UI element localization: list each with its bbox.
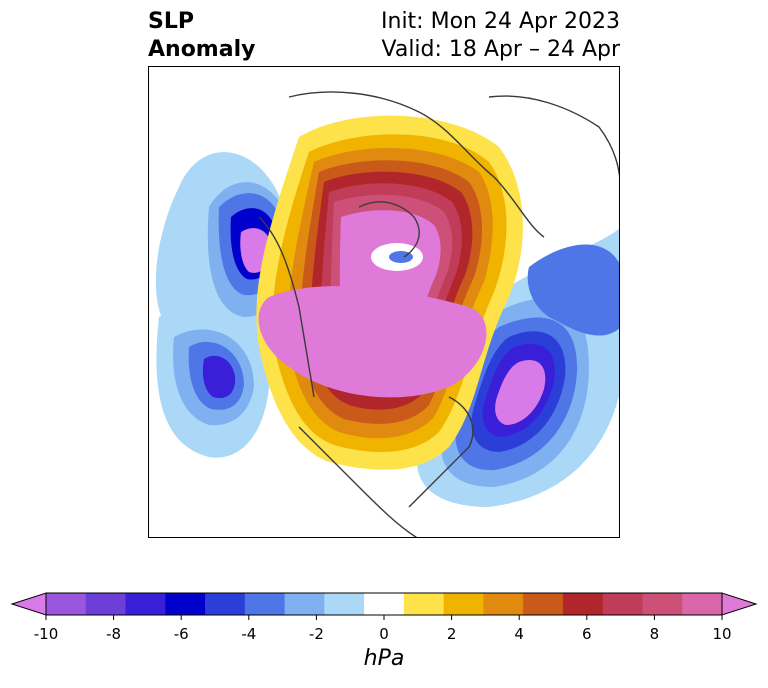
colorbar-tick-label: -4	[241, 625, 257, 643]
colorbar-segment	[443, 593, 484, 615]
colorbar-extend-max	[721, 592, 758, 616]
colorbar-tick-label: 0	[379, 625, 389, 643]
colorbar-segment	[165, 593, 206, 615]
colorbar-segment	[523, 593, 564, 615]
valid-range: Valid: 18 Apr – 24 Apr	[381, 37, 621, 62]
colorbar-segment	[85, 593, 127, 615]
colorbar-segment	[364, 593, 405, 615]
colorbar-segment	[403, 593, 445, 615]
colorbar-tick-label: -6	[173, 625, 189, 643]
colorbar-tick-label: -2	[308, 625, 324, 643]
colorbar-segment	[46, 593, 87, 615]
colorbar-extend-min	[10, 592, 47, 616]
init-date: Init: Mon 24 Apr 2023	[381, 9, 620, 34]
anomaly-map	[148, 66, 620, 538]
colorbar-segment	[205, 593, 246, 615]
colorbar-tick-label: 8	[649, 625, 660, 643]
init-valid-info: Init: Mon 24 Apr 2023 Valid: 18 Apr – 24…	[381, 8, 620, 64]
colorbar-segment	[244, 593, 286, 615]
colorbar-unit-label: hPa	[363, 646, 405, 671]
colorbar-segments	[10, 592, 758, 616]
colorbar-ticks	[45, 615, 723, 620]
colorbar-tick-label: 4	[514, 625, 524, 643]
colorbar-svg	[10, 592, 758, 620]
colorbar-segment	[602, 593, 643, 615]
colorbar-segment	[642, 593, 683, 615]
colorbar-segment	[682, 593, 723, 615]
title-line-1: SLP	[148, 9, 194, 34]
colorbar-tick-label: 10	[712, 625, 732, 643]
polar-high-anomaly	[256, 115, 523, 470]
coastlines	[258, 91, 619, 537]
colorbar-segment	[562, 593, 604, 615]
title-line-2: Anomaly	[148, 37, 256, 62]
atlantic-low-anomaly	[417, 228, 619, 507]
colorbar-tick-label: -10	[33, 625, 59, 643]
anomaly-map-svg	[155, 91, 619, 537]
colorbar-segment	[125, 593, 166, 615]
colorbar-segment	[483, 593, 524, 615]
colorbar-tick-label: 2	[446, 625, 457, 643]
colorbar-tick-label: -8	[106, 625, 122, 643]
colorbar-tick-label: 6	[582, 625, 592, 643]
colorbar	[0, 580, 768, 684]
map-title: SLP Anomaly	[148, 8, 255, 64]
pacific-south-low-anomaly	[156, 305, 269, 458]
colorbar-segment	[324, 593, 365, 615]
colorbar-segment	[284, 593, 325, 615]
